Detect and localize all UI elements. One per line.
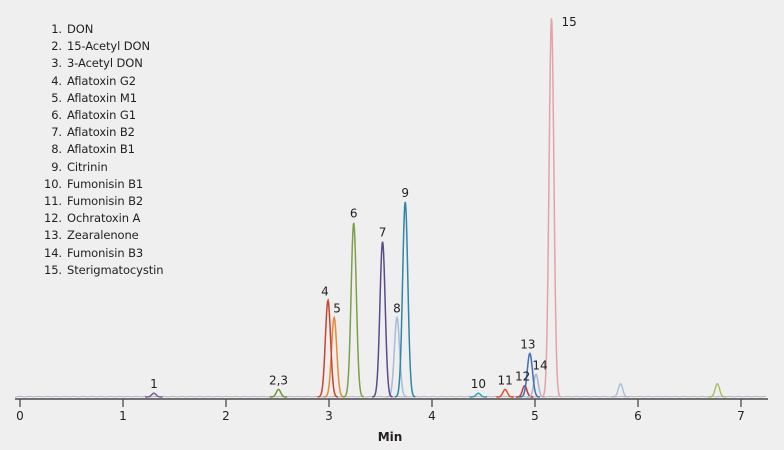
legend-number: 12. bbox=[44, 211, 62, 226]
legend-item: 11. Fumonisin B2 bbox=[40, 193, 163, 210]
legend-number: 4. bbox=[51, 73, 62, 88]
peak-label: 11 bbox=[497, 373, 512, 387]
peak-traces bbox=[14, 18, 767, 398]
legend-number: 10. bbox=[44, 176, 62, 191]
minor-peak-trace bbox=[611, 383, 630, 398]
legend-item: 12. Ochratoxin A bbox=[40, 210, 163, 227]
legend-number: 13. bbox=[44, 228, 62, 243]
x-tick-label: 5 bbox=[531, 409, 539, 423]
peak-trace bbox=[372, 241, 393, 398]
legend-item: 6. Aflatoxin G1 bbox=[40, 107, 163, 124]
peak-trace bbox=[469, 392, 488, 398]
peak-label: 7 bbox=[379, 226, 387, 240]
legend-item: 7. Aflatoxin B2 bbox=[40, 124, 163, 141]
legend-item: 1. DON bbox=[40, 21, 163, 38]
legend-number: 1. bbox=[51, 22, 62, 36]
legend-compound-name: Fumonisin B3 bbox=[67, 245, 144, 260]
legend-compound-name: Fumonisin B1 bbox=[67, 176, 144, 191]
legend-item: 15. Sterigmatocystin bbox=[40, 262, 164, 279]
peak-label: 10 bbox=[471, 377, 486, 391]
peak-label: 13 bbox=[520, 337, 535, 351]
legend-item: 5. Aflatoxin M1 bbox=[40, 90, 163, 107]
legend-compound-name: Zearalenone bbox=[67, 228, 139, 243]
legend-number: 8. bbox=[51, 142, 62, 157]
legend-item: 10. Fumonisin B1 bbox=[40, 176, 163, 193]
peak-label: 15 bbox=[562, 15, 577, 29]
peak-trace bbox=[496, 388, 514, 398]
legend-compound-name: Aflatoxin G1 bbox=[67, 108, 136, 123]
legend-compound-name: Aflatoxin B1 bbox=[67, 142, 135, 157]
legend-compound-name: DON bbox=[67, 22, 94, 36]
compound-legend: 1. DON 2. 15-Acetyl DON 3. 3-Acetyl DON 4. Afla… bbox=[40, 21, 164, 279]
legend-compound-name: Aflatoxin B2 bbox=[67, 125, 135, 140]
legend-number: 7. bbox=[51, 125, 62, 140]
legend-item: 13. Zearalenone bbox=[40, 227, 163, 244]
legend-compound-name: 3-Acetyl DON bbox=[67, 56, 143, 71]
peak-trace bbox=[541, 18, 562, 398]
peak-trace bbox=[323, 315, 345, 398]
peak-trace bbox=[343, 222, 364, 398]
x-tick-label: 6 bbox=[634, 409, 642, 423]
peak-label: 9 bbox=[401, 186, 409, 200]
peak-label: 1 bbox=[150, 377, 158, 391]
peak-label: 4 bbox=[321, 284, 329, 298]
peak-label: 14 bbox=[532, 358, 547, 372]
peak-label: 8 bbox=[393, 301, 401, 315]
x-tick-label: 1 bbox=[119, 409, 127, 423]
x-tick-label: 3 bbox=[325, 409, 333, 423]
legend-compound-name: 15-Acetyl DON bbox=[67, 39, 150, 54]
peak-trace bbox=[145, 392, 163, 398]
peak-labels: 1 2,3 45 6 7 8 9 10 11 12 13 14 15 bbox=[150, 15, 577, 391]
legend-compound-name: Aflatoxin G2 bbox=[67, 73, 136, 88]
legend-item: 3. 3-Acetyl DON bbox=[40, 55, 163, 72]
peak-label: 12 bbox=[515, 370, 530, 384]
peak-trace bbox=[317, 298, 339, 398]
legend-number: 14. bbox=[44, 245, 62, 260]
legend-number: 5. bbox=[51, 90, 62, 105]
legend-compound-name: Citrinin bbox=[67, 159, 108, 174]
legend-number: 6. bbox=[51, 108, 62, 123]
peak-label: 2,3 bbox=[269, 373, 288, 387]
legend-item: 9. Citrinin bbox=[40, 159, 163, 176]
x-tick-label: 2 bbox=[222, 409, 230, 423]
legend-item: 14. Fumonisin B3 bbox=[40, 245, 163, 262]
legend-item: 4. Aflatoxin G2 bbox=[40, 73, 163, 90]
x-tick-label: 4 bbox=[428, 409, 436, 423]
legend-item: 8. Aflatoxin B1 bbox=[40, 141, 163, 158]
legend-compound-name: Ochratoxin A bbox=[67, 211, 141, 226]
peak-trace bbox=[394, 201, 416, 398]
legend-number: 2. bbox=[51, 39, 62, 54]
peak-trace bbox=[519, 352, 540, 398]
legend-number: 15. bbox=[44, 262, 62, 277]
legend-compound-name: Aflatoxin M1 bbox=[67, 90, 137, 105]
minor-peak-trace bbox=[708, 383, 727, 398]
legend-number: 3. bbox=[51, 56, 62, 71]
x-axis-title: Min bbox=[378, 430, 403, 444]
legend-number: 9. bbox=[51, 159, 62, 174]
x-tick-label: 0 bbox=[16, 409, 24, 423]
peak-trace bbox=[269, 388, 288, 398]
legend-item: 2. 15-Acetyl DON bbox=[40, 38, 163, 55]
legend-compound-name: Sterigmatocystin bbox=[67, 262, 164, 277]
peak-label: 6 bbox=[350, 207, 358, 221]
x-tick-label: 7 bbox=[737, 409, 745, 423]
legend-compound-name: Fumonisin B2 bbox=[67, 194, 144, 209]
peak-trace bbox=[386, 315, 408, 398]
peak-label: 5 bbox=[333, 301, 341, 315]
legend-number: 11. bbox=[44, 194, 62, 209]
x-axis: 0 1 2 3 4 5 6 7 bbox=[15, 398, 768, 423]
